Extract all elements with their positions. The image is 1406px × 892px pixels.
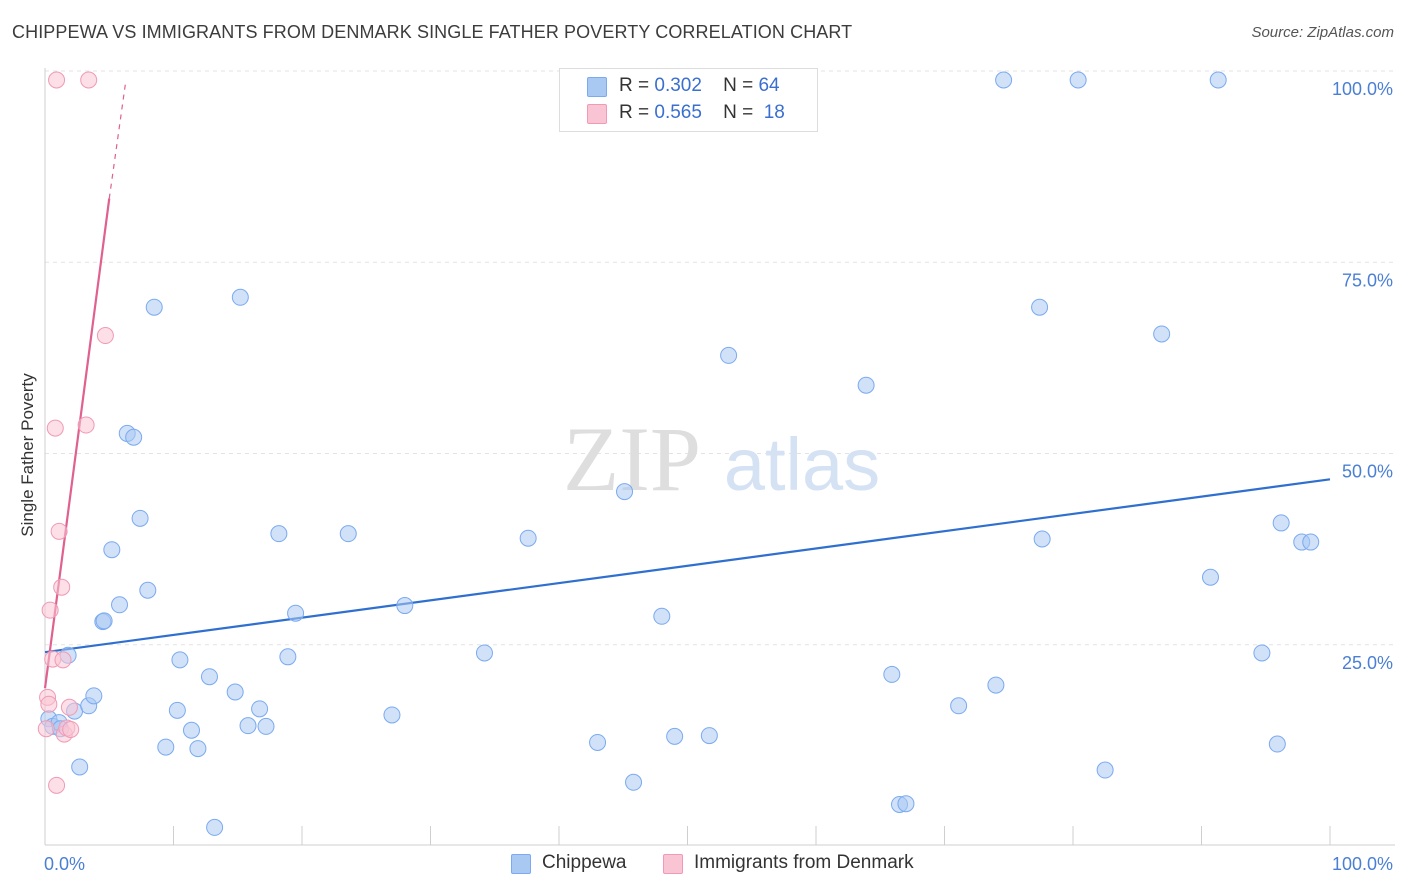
data-point-chippewa <box>720 346 738 364</box>
data-point-chippewa <box>270 525 288 543</box>
legend-r-label: R = <box>619 75 650 96</box>
x-tick-label: 0.0% <box>44 854 85 874</box>
data-point-chippewa <box>189 740 207 758</box>
data-point-chippewa <box>589 733 607 751</box>
data-point-denmark <box>96 327 114 345</box>
data-point-chippewa <box>653 607 671 625</box>
data-point-chippewa <box>182 721 200 739</box>
data-point-chippewa <box>987 676 1005 694</box>
trend-lines <box>43 79 1331 689</box>
data-point-chippewa <box>995 71 1013 89</box>
data-point-chippewa <box>339 525 357 543</box>
y-tick-label: 50.0% <box>1342 462 1393 482</box>
legend-swatch-chippewa <box>587 77 607 97</box>
legend-n-label: N = <box>723 75 754 96</box>
legend-n-value: 64 <box>758 75 780 96</box>
trend-line-extension <box>108 79 127 199</box>
data-point-chippewa <box>625 773 643 791</box>
tick-labels: 25.0% 50.0% 75.0% 100.0% 0.0% 100.0% <box>44 79 1393 874</box>
legend: R = 0.302 N = 64 R = 0.565 N = 18 <box>559 68 818 132</box>
data-point-chippewa <box>1033 530 1051 548</box>
bottom-legend-swatch-denmark <box>663 854 683 874</box>
data-point-denmark <box>48 71 66 89</box>
data-points <box>37 71 1320 836</box>
legend-swatch-denmark <box>587 104 607 124</box>
data-point-chippewa <box>1069 71 1087 89</box>
source-credit: Source: ZipAtlas.com <box>1251 24 1394 41</box>
data-point-chippewa <box>231 288 249 306</box>
data-point-chippewa <box>239 717 257 735</box>
data-point-chippewa <box>475 644 493 662</box>
data-point-denmark <box>41 601 59 619</box>
grid-lines <box>45 70 1395 646</box>
data-point-chippewa <box>226 683 244 701</box>
data-point-chippewa <box>857 376 875 394</box>
data-point-denmark <box>53 578 71 596</box>
data-point-chippewa <box>206 818 224 836</box>
data-point-chippewa <box>287 604 305 622</box>
data-point-chippewa <box>171 651 189 669</box>
data-point-chippewa <box>950 697 968 715</box>
bottom-legend-swatch-chippewa <box>511 854 531 874</box>
watermark: ZIP atlas <box>563 408 880 510</box>
data-point-chippewa <box>125 428 143 446</box>
data-point-chippewa <box>897 795 915 813</box>
data-point-denmark <box>50 522 68 540</box>
data-point-chippewa <box>251 700 269 718</box>
legend-r-value: 0.565 <box>654 102 702 123</box>
y-tick-label: 75.0% <box>1342 270 1393 290</box>
legend-r-label: R = <box>619 102 650 123</box>
data-point-chippewa <box>1031 298 1049 316</box>
data-point-denmark <box>80 71 98 89</box>
data-point-chippewa <box>279 648 297 666</box>
data-point-denmark <box>37 720 55 738</box>
data-point-chippewa <box>200 668 218 686</box>
bottom-legend-label: Chippewa <box>542 852 627 873</box>
data-point-denmark <box>77 416 95 434</box>
data-point-chippewa <box>700 727 718 745</box>
data-point-chippewa <box>616 483 634 501</box>
data-point-denmark <box>62 720 80 738</box>
data-point-chippewa <box>1302 533 1320 551</box>
data-point-chippewa <box>1272 514 1290 532</box>
y-tick-label: 25.0% <box>1342 653 1393 673</box>
data-point-chippewa <box>95 612 113 630</box>
data-point-chippewa <box>139 581 157 599</box>
data-point-chippewa <box>666 727 684 745</box>
data-point-chippewa <box>1096 761 1114 779</box>
data-point-chippewa <box>1201 568 1219 586</box>
data-point-denmark <box>48 776 66 794</box>
legend-n-value: 18 <box>763 102 785 123</box>
data-point-chippewa <box>1268 735 1286 753</box>
data-point-chippewa <box>1153 325 1171 343</box>
data-point-chippewa <box>396 597 414 615</box>
data-point-denmark <box>46 419 64 437</box>
data-point-chippewa <box>85 687 103 705</box>
data-point-chippewa <box>1209 71 1227 89</box>
data-point-chippewa <box>71 758 89 776</box>
data-point-chippewa <box>168 701 186 719</box>
data-point-chippewa <box>1253 644 1271 662</box>
chart-title: CHIPPEWA VS IMMIGRANTS FROM DENMARK SING… <box>12 22 853 42</box>
data-point-chippewa <box>383 706 401 724</box>
legend-n-label: N = <box>723 102 754 123</box>
data-point-chippewa <box>883 665 901 683</box>
data-point-denmark <box>54 651 72 669</box>
data-point-chippewa <box>519 529 537 547</box>
trend-line-chippewa <box>44 478 1331 654</box>
bottom-legend-label: Immigrants from Denmark <box>694 852 914 873</box>
data-point-chippewa <box>111 596 129 614</box>
data-point-chippewa <box>131 509 149 527</box>
y-tick-label: 100.0% <box>1332 79 1393 99</box>
data-point-chippewa <box>145 298 163 316</box>
watermark-atlas: atlas <box>724 423 880 506</box>
data-point-denmark <box>40 695 58 713</box>
legend-r-value: 0.302 <box>654 75 702 96</box>
x-tick-label: 100.0% <box>1332 854 1393 874</box>
data-point-chippewa <box>157 738 175 756</box>
data-point-chippewa <box>257 717 275 735</box>
data-point-chippewa <box>103 541 121 559</box>
data-point-denmark <box>60 698 78 716</box>
